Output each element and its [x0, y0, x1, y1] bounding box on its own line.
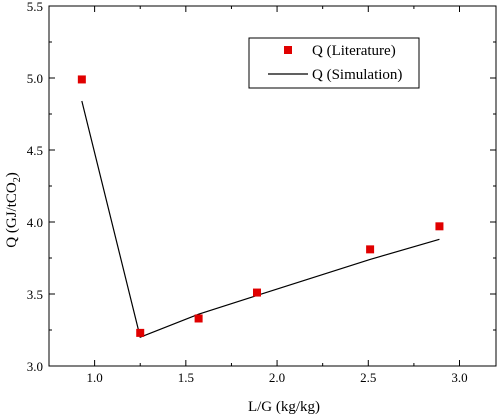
y-axis-label: Q (GJ/tCO2): [4, 172, 23, 247]
literature-point: [194, 314, 203, 323]
x-axis-label: L/G (kg/kg): [248, 399, 320, 415]
y-tick-label: 3.0: [27, 359, 43, 374]
literature-point: [77, 75, 86, 84]
legend: Q (Literature) Q (Simulation): [248, 37, 420, 89]
y-tick-label: 4.5: [27, 143, 43, 158]
legend-box: [248, 37, 420, 89]
x-tick-label: 3.0: [451, 370, 467, 385]
legend-marker-literature: [284, 46, 292, 54]
x-tick-label: 1.0: [86, 370, 102, 385]
y-axis-label-subscript: 2: [12, 177, 23, 182]
x-tick-label: 1.5: [178, 370, 194, 385]
y-tick-label: 3.5: [27, 287, 43, 302]
y-tick-label: 4.0: [27, 215, 43, 230]
plot-frame: [48, 5, 497, 367]
x-tick-label: 2.5: [360, 370, 376, 385]
literature-point: [252, 288, 261, 297]
literature-point: [136, 328, 145, 337]
simulation-line: [81, 100, 440, 339]
literature-point: [435, 222, 444, 231]
legend-label-simulation: Q (Simulation): [312, 67, 402, 83]
literature-point: [366, 245, 375, 254]
plot-area: 1.0 1.5 2.0 2.5 3.0 3.0 3.5 4.0 4.5 5.0 5.5: [27, 0, 497, 385]
y-axis-label-close: ): [4, 172, 20, 177]
y-tick-label: 5.5: [27, 0, 43, 14]
y-tick-label: 5.0: [27, 71, 43, 86]
legend-label-literature: Q (Literature): [312, 43, 396, 59]
x-tick-label: 2.0: [269, 370, 285, 385]
y-axis-label-main: Q (GJ/tCO: [4, 182, 20, 248]
